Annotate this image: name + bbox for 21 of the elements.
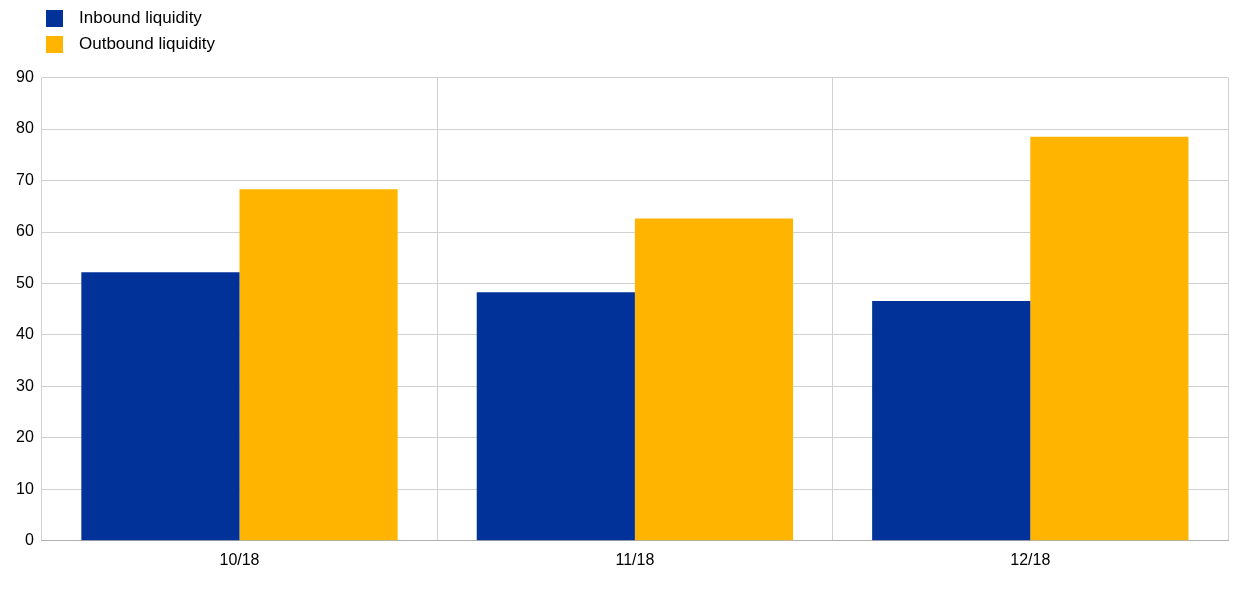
legend-label: Outbound liquidity [79,34,216,54]
y-tick-label: 50 [16,273,34,291]
bar [239,189,398,541]
y-tick-label: 30 [16,376,34,394]
legend-label: Inbound liquidity [79,8,202,28]
y-tick-label: 70 [16,170,34,188]
bar [634,218,794,541]
x-tick-label: 12/18 [1010,550,1051,568]
y-tick-label: 80 [16,119,34,137]
y-tick-label: 40 [16,325,34,343]
y-tick-label: 0 [24,531,34,549]
x-tick-label: 11/18 [615,550,655,568]
bar [81,272,240,541]
y-tick-label: 20 [16,428,34,446]
y-tick-label: 60 [16,222,34,240]
bar [1030,136,1189,541]
y-tick-label: 90 [16,68,34,86]
bar [872,300,1031,541]
x-tick-label: 10/18 [219,550,260,568]
bar [476,292,635,541]
y-tick-label: 10 [16,479,34,497]
